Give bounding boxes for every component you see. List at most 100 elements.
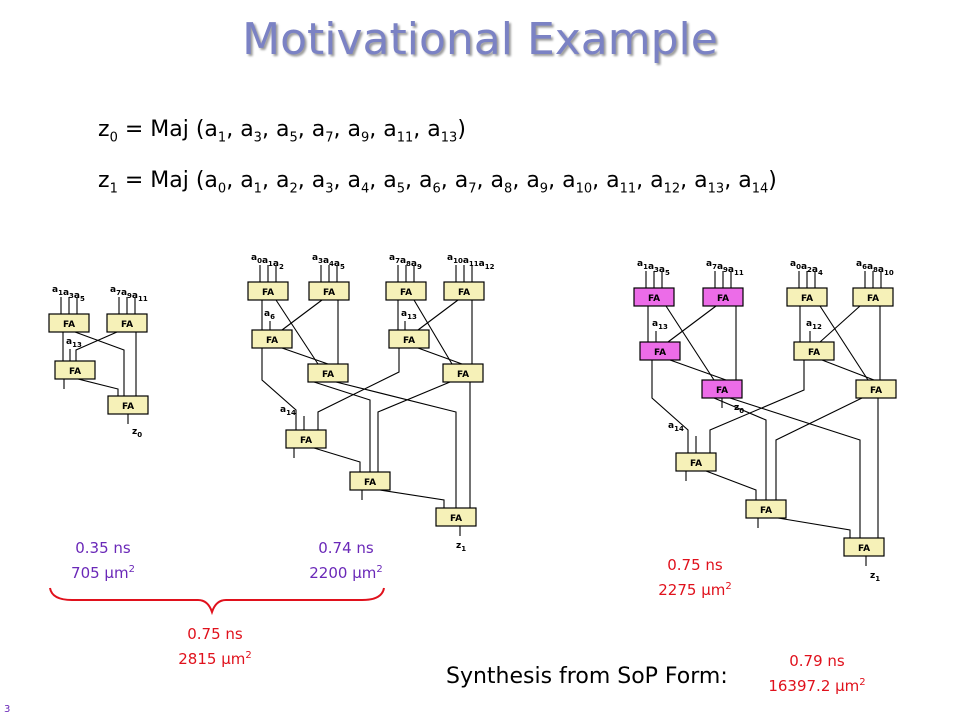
wire bbox=[777, 517, 851, 538]
eq-arg: a1, bbox=[240, 168, 276, 197]
input-label: a3a4a5 bbox=[312, 253, 345, 271]
fa-gate: FA bbox=[745, 499, 787, 519]
output-label: z1 bbox=[870, 571, 880, 583]
svg-text:FA: FA bbox=[760, 506, 772, 516]
eq-arg: a7, bbox=[454, 168, 491, 197]
area-exponent: 2 bbox=[376, 564, 383, 575]
input-label: a0a1a2 bbox=[251, 253, 284, 271]
fa-gate: FA bbox=[107, 395, 149, 415]
svg-text:FA: FA bbox=[801, 294, 813, 304]
wire bbox=[417, 299, 459, 331]
eq-arg: a11, bbox=[606, 168, 651, 197]
area-value: 16397.2 μm bbox=[768, 677, 860, 695]
input-label: a14 bbox=[280, 405, 296, 417]
eq-arg: a5, bbox=[275, 117, 312, 146]
eq-arg: a13, bbox=[694, 168, 739, 197]
svg-text:FA: FA bbox=[69, 367, 81, 377]
fa-gate: FA bbox=[843, 537, 885, 557]
output-label: z1 bbox=[456, 541, 466, 553]
fa-gate: FA bbox=[786, 287, 828, 307]
svg-text:FA: FA bbox=[457, 370, 469, 380]
input-label: a7a8a9 bbox=[389, 253, 422, 271]
eq-args: a1, a3, a5, a7, a9, a11, a13 bbox=[204, 117, 458, 146]
fa-gate: FA bbox=[443, 281, 485, 301]
fa-gate: FA bbox=[308, 281, 350, 301]
fa-gate: FA bbox=[349, 471, 391, 491]
svg-text:FA: FA bbox=[648, 294, 660, 304]
equation-z0: z0 = Maj (a1, a3, a5, a7, a9, a11, a13) bbox=[98, 117, 466, 145]
wire bbox=[261, 348, 297, 430]
eq-arg: a3, bbox=[311, 168, 348, 197]
wire bbox=[413, 299, 453, 365]
wire bbox=[77, 378, 119, 396]
eq-arg: a2, bbox=[275, 168, 312, 197]
wire bbox=[775, 397, 863, 500]
fa-gate: FA bbox=[702, 287, 744, 307]
wire bbox=[281, 347, 329, 365]
input-label: a7a9a11 bbox=[706, 259, 744, 277]
wire bbox=[317, 348, 400, 430]
fa-gate: FA bbox=[247, 281, 289, 301]
svg-text:FA: FA bbox=[654, 348, 666, 358]
eq-arg: a13 bbox=[427, 117, 458, 146]
wire bbox=[819, 305, 861, 343]
eq-arg: a9, bbox=[347, 117, 384, 146]
eq-arg: a7, bbox=[311, 117, 348, 146]
metric-diagram1: 0.35 ns 705 μm2 bbox=[48, 537, 158, 584]
eq-suffix: ) bbox=[768, 168, 777, 193]
input-label: a6 bbox=[264, 309, 275, 321]
wire bbox=[377, 381, 451, 472]
diagram-1: FA FA FA FA a1a3a5 a7a9a11 a13 z0 bbox=[48, 285, 149, 439]
input-label: a13 bbox=[401, 309, 417, 321]
svg-text:FA: FA bbox=[300, 436, 312, 446]
eq-arg: a6, bbox=[419, 168, 455, 197]
delay-value: 0.35 ns bbox=[75, 539, 131, 557]
wire bbox=[75, 331, 118, 361]
svg-text:FA: FA bbox=[266, 336, 278, 346]
svg-text:FA: FA bbox=[323, 288, 335, 298]
eq-lhs-sub: 0 bbox=[109, 130, 118, 146]
eq-arg: a12, bbox=[650, 168, 695, 197]
svg-text:FA: FA bbox=[63, 320, 75, 330]
eq-arg: a11, bbox=[383, 117, 428, 146]
eq-arg: a3, bbox=[240, 117, 276, 146]
output-label: z0 bbox=[132, 427, 142, 439]
fa-gate: FA bbox=[701, 379, 743, 399]
input-label: a0a2a4 bbox=[790, 259, 823, 277]
delay-value: 0.75 ns bbox=[187, 625, 243, 643]
wire bbox=[379, 489, 445, 508]
diagram-3: FA FA FA FA a1a3a5 a7a9a11 a0a2a4 a6a8a10 FA FA FA… bbox=[633, 259, 897, 583]
eq-lhs-sub: 1 bbox=[109, 181, 118, 197]
page-number: 3 bbox=[4, 704, 11, 715]
equation-z1: z1 = Maj (a0, a1, a2, a3, a4, a5, a6, a7… bbox=[98, 168, 777, 196]
eq-arg: a1, bbox=[204, 117, 241, 146]
wire bbox=[313, 447, 361, 472]
fa-gate: FA bbox=[251, 329, 293, 349]
svg-text:FA: FA bbox=[458, 288, 470, 298]
eq-lhs: z bbox=[98, 168, 110, 193]
wire bbox=[651, 360, 689, 453]
eq-args: a0, a1, a2, a3, a4, a5, a6, a7, a8, a9, … bbox=[204, 168, 768, 197]
area-exponent: 2 bbox=[245, 650, 252, 661]
area-value: 2815 μm bbox=[178, 650, 246, 668]
input-label: a13 bbox=[652, 319, 668, 331]
eq-arg: a5, bbox=[383, 168, 420, 197]
eq-lhs: z bbox=[98, 117, 110, 142]
area-exponent: 2 bbox=[725, 581, 732, 592]
wire bbox=[729, 397, 861, 538]
wire bbox=[417, 347, 463, 365]
synthesis-label: Synthesis from SoP Form: bbox=[446, 664, 728, 689]
input-label: a6a8a10 bbox=[856, 259, 894, 277]
fa-gate: FA bbox=[675, 452, 717, 472]
fa-gate: FA bbox=[48, 313, 90, 333]
diagram-2: FA FA FA FA a0a1a2 a3a4a5 a7a8a9 a10a11a12 FA FA F… bbox=[247, 253, 495, 553]
wire bbox=[705, 470, 757, 500]
wire bbox=[821, 359, 875, 381]
fa-gate: FA bbox=[639, 341, 681, 361]
wire bbox=[313, 381, 371, 472]
slide-title: Motivational Example bbox=[242, 14, 718, 65]
eq-arg: a10, bbox=[562, 168, 607, 197]
wire bbox=[819, 305, 869, 381]
wire bbox=[713, 397, 767, 500]
input-label: a13 bbox=[66, 337, 82, 349]
